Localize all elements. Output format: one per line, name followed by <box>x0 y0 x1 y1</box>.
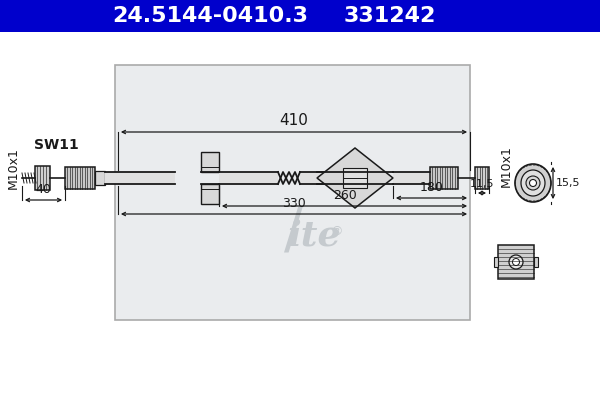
Text: 260: 260 <box>332 189 356 202</box>
Text: 331242: 331242 <box>344 6 436 26</box>
Text: 15,5: 15,5 <box>556 178 581 188</box>
Text: 24.5144-0410.3: 24.5144-0410.3 <box>112 6 308 26</box>
Bar <box>430 167 458 189</box>
Ellipse shape <box>530 180 536 186</box>
Bar <box>65 167 95 189</box>
Text: ®: ® <box>331 226 343 238</box>
Ellipse shape <box>509 255 523 269</box>
Bar <box>95 171 105 185</box>
Bar <box>115 65 470 320</box>
Bar <box>494 257 498 267</box>
Text: /: / <box>284 205 302 259</box>
Polygon shape <box>317 148 393 208</box>
Ellipse shape <box>515 164 551 202</box>
Text: M10x1: M10x1 <box>7 147 19 189</box>
Ellipse shape <box>521 170 545 196</box>
Bar <box>35 166 50 190</box>
Bar <box>201 152 219 172</box>
Text: 410: 410 <box>280 113 308 128</box>
Text: SW11: SW11 <box>34 138 79 152</box>
Bar <box>201 184 219 204</box>
Bar <box>498 245 534 279</box>
Bar <box>343 168 367 188</box>
Text: M10x1: M10x1 <box>499 145 512 187</box>
Text: ite: ite <box>288 218 342 252</box>
Bar <box>475 167 489 189</box>
Text: 330: 330 <box>282 197 306 210</box>
Text: 40: 40 <box>35 183 52 196</box>
Text: 180: 180 <box>419 181 443 194</box>
Bar <box>0 0 600 32</box>
Ellipse shape <box>512 258 520 266</box>
Bar <box>534 257 538 267</box>
Ellipse shape <box>526 176 540 190</box>
Text: 11,5: 11,5 <box>470 179 494 189</box>
